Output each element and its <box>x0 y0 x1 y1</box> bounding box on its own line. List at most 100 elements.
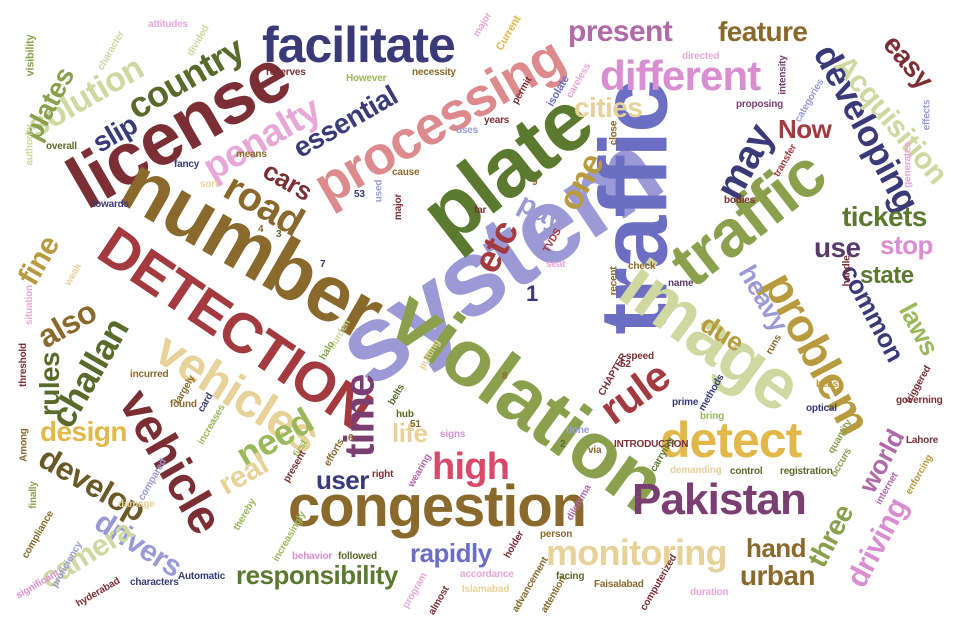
word-6: 6 <box>348 433 354 444</box>
word-cities: cities <box>574 92 643 123</box>
word-generates: generates <box>902 142 914 188</box>
word-control: control <box>730 466 763 477</box>
word-thereby: thereby <box>231 496 259 533</box>
word-1: 1 <box>526 281 538 306</box>
word-urban: urban <box>740 560 816 591</box>
word-followed: followed <box>338 551 377 562</box>
word-program: program <box>400 571 430 611</box>
word-accordance: accordance <box>460 569 514 580</box>
word-facilitate: facilitate <box>262 17 456 73</box>
word-incurred: incurred <box>130 369 169 380</box>
word-responsibility: responsibility <box>236 560 398 590</box>
word-right: right <box>372 469 394 480</box>
word-monitoring: monitoring <box>546 532 727 573</box>
word-enforcing: enforcing <box>903 453 936 497</box>
word-person: person <box>540 529 573 540</box>
word-major: major <box>471 10 495 39</box>
word-governing: governing <box>896 395 943 406</box>
word-overall: overall <box>46 141 77 152</box>
word-however: However <box>346 73 387 84</box>
word-feature: feature <box>718 16 808 47</box>
word-sort: sort <box>200 179 219 190</box>
word-duration: duration <box>690 587 729 598</box>
word-tickets: tickets <box>842 201 927 232</box>
word-pakistan: Pakistan <box>632 475 807 524</box>
word-seat: seat <box>546 259 566 270</box>
word-52: 52 <box>620 359 631 370</box>
word-rules: rules <box>34 351 66 417</box>
word-prime: prime <box>672 397 699 408</box>
word-characters: characters <box>130 577 179 588</box>
word-proposing: proposing <box>736 99 784 110</box>
word-bring: bring <box>700 411 724 422</box>
word-used: used <box>373 179 385 203</box>
word-different: different <box>600 52 761 99</box>
word-53: 53 <box>354 189 365 200</box>
word-fancy: fancy <box>174 159 200 170</box>
word-easy: easy <box>877 28 940 95</box>
word-use: use <box>814 232 861 263</box>
word-cause: cause <box>392 167 420 178</box>
word-congestion: congestion <box>288 474 587 539</box>
word-registration: registration <box>780 466 833 477</box>
word-beast: beast <box>816 379 842 390</box>
word-towards: towards <box>92 199 129 210</box>
word-finally: finally <box>27 481 39 509</box>
word-means: means <box>236 149 267 160</box>
word-detect: detect <box>660 412 802 468</box>
word-years: years <box>484 115 510 126</box>
word-hub: hub <box>396 409 414 420</box>
word-design: design <box>40 416 127 447</box>
word-automatic: Automatic <box>178 571 226 582</box>
word-name: name <box>668 278 694 289</box>
word-far: far <box>474 205 487 216</box>
word-present: present <box>568 15 673 48</box>
word-9: 9 <box>532 177 538 188</box>
word-lahore: Lahore <box>906 435 939 446</box>
word-close: close <box>608 120 620 146</box>
word-situation: situation <box>23 285 35 325</box>
word-threshold: threshold <box>17 343 29 387</box>
word-among: Among <box>18 428 30 462</box>
word-damage: damage <box>118 499 155 510</box>
word-visibility: visibility <box>24 34 37 77</box>
word-done: done <box>566 425 590 436</box>
word-life: life <box>392 418 428 448</box>
word-now: Now <box>778 114 832 144</box>
word-facing: facing <box>556 571 585 582</box>
word-intensity: intensity <box>777 55 789 95</box>
word-7: 7 <box>320 259 326 270</box>
word-optical: optical <box>806 403 837 414</box>
word-handle: handle <box>841 255 853 287</box>
word-islamabad: Islamabad <box>462 584 510 595</box>
word-behavior: behavior <box>292 551 333 562</box>
word-reserves: reserves <box>266 67 306 78</box>
word-fine: fine <box>12 230 67 292</box>
word-effects: effects <box>921 99 933 131</box>
word-necessity: necessity <box>412 67 456 78</box>
word-via: via <box>588 445 602 456</box>
word-recent: recent <box>608 266 620 296</box>
word-major-2: major <box>393 193 405 221</box>
word-state: state <box>860 262 914 289</box>
word-faisalabad: Faisalabad <box>594 579 644 590</box>
word-introduction: INTRODUCTION <box>614 439 689 450</box>
word-check: check <box>628 261 656 272</box>
word-driving: driving <box>840 492 915 593</box>
word-hand: hand <box>746 533 807 563</box>
word-2: 2 <box>560 439 566 450</box>
word-authority: authority <box>24 124 36 166</box>
word-uses: uses <box>456 125 478 136</box>
word-demanding: demanding <box>670 465 722 476</box>
word-rapidly: rapidly <box>410 538 492 568</box>
word-bodies: bodies <box>724 195 756 206</box>
word-user: user <box>316 465 369 495</box>
word-4: 4 <box>258 224 264 235</box>
word-almost: almost <box>426 584 452 617</box>
word-signs: signs <box>440 429 466 440</box>
word-high: high <box>432 446 510 488</box>
word-hyderabad: hyderabad <box>74 575 123 610</box>
word-3: 3 <box>276 229 282 240</box>
word-directed: directed <box>682 51 720 62</box>
